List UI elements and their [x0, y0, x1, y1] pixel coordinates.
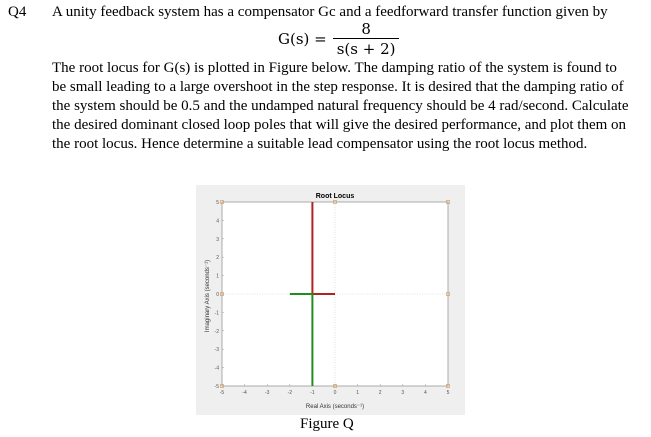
y-tick-label: -2	[215, 329, 220, 335]
corner-marker	[220, 292, 224, 296]
question-intro: A unity feedback system has a compensato…	[52, 4, 608, 20]
x-tick-label: 5	[447, 390, 450, 396]
x-tick-label: -4	[242, 390, 247, 396]
y-tick-label: 5	[216, 200, 219, 206]
body-line: the root locus. Hence determine a suitab…	[52, 136, 588, 152]
y-tick-label: -4	[215, 366, 220, 372]
locus-branch-2	[289, 293, 314, 386]
x-tick-label: 2	[379, 390, 382, 396]
y-tick-label: -3	[215, 347, 220, 353]
y-tick-label: -5	[215, 384, 220, 390]
x-tick-label: -2	[288, 390, 293, 396]
x-tick-label: 1	[356, 390, 359, 396]
transfer-function-equation: G(s) = 8 s(s + 2)	[278, 20, 400, 58]
body-line: be small leading to a large overshoot in…	[52, 79, 624, 95]
equation-lhs: G(s) =	[278, 30, 327, 48]
x-tick-label: -5	[220, 390, 225, 396]
body-line: The root locus for G(s) is plotted in Fi…	[52, 60, 617, 76]
x-axis-label: Real Axis (seconds⁻¹)	[306, 404, 364, 410]
corner-marker	[220, 384, 224, 388]
y-tick-label: -1	[215, 310, 220, 316]
y-tick-label: 4	[216, 218, 219, 224]
corner-marker	[446, 200, 450, 204]
corner-marker	[333, 200, 337, 204]
body-line: the system should be 0.5 and the undampe…	[52, 98, 629, 114]
root-locus-chart: Root Locus Real Axis (seconds⁻¹) Imagina…	[205, 193, 450, 410]
root-locus-figure: Root Locus Real Axis (seconds⁻¹) Imagina…	[196, 185, 465, 415]
x-tick-label: -3	[265, 390, 270, 396]
y-tick-label: 3	[216, 237, 219, 243]
equation-numerator: 8	[361, 20, 371, 38]
x-tick-label: -1	[310, 390, 315, 396]
corner-marker	[333, 384, 337, 388]
x-tick-label: 3	[401, 390, 404, 396]
x-tick-label: 4	[424, 390, 427, 396]
x-tick-label: 0	[334, 390, 337, 396]
chart-title: Root Locus	[316, 193, 355, 200]
corner-marker	[446, 384, 450, 388]
y-tick-label: 2	[216, 255, 219, 261]
question-number: Q4	[8, 4, 27, 20]
corner-marker	[446, 292, 450, 296]
corner-marker	[220, 200, 224, 204]
equation-denominator: s(s + 2)	[332, 38, 400, 58]
figure-caption: Figure Q	[300, 416, 354, 432]
equation-fraction: 8 s(s + 2)	[332, 20, 400, 58]
y-tick-label: 1	[216, 274, 219, 280]
body-line: the desired dominant closed loop poles t…	[52, 117, 627, 133]
y-tick-label: 0	[216, 292, 219, 298]
y-axis-label: Imaginary Axis (seconds⁻¹)	[205, 260, 211, 332]
